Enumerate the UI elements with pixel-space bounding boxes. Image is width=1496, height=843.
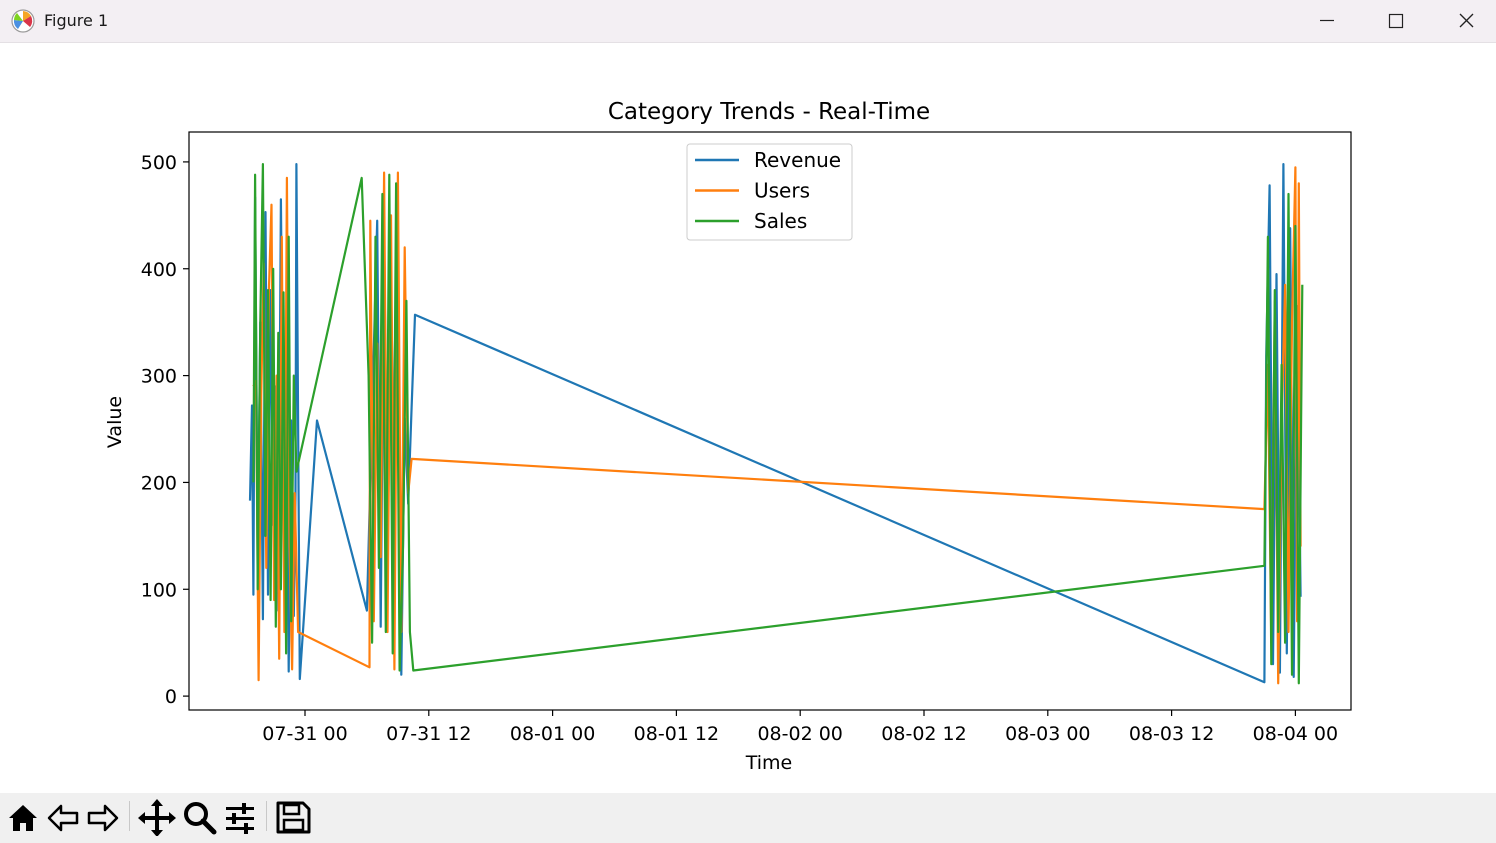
window-titlebar: Figure 1	[0, 0, 1496, 43]
legend-label-sales: Sales	[754, 209, 807, 233]
toolbar-separator	[266, 801, 267, 831]
pan-button[interactable]	[137, 796, 177, 836]
series-line-sales	[252, 162, 1304, 685]
y-tick-label: 500	[141, 152, 177, 174]
x-tick-label: 07-31 12	[386, 723, 471, 745]
x-tick-label: 08-02 12	[881, 723, 966, 745]
maximize-icon	[1388, 13, 1404, 29]
arrow-left-icon	[47, 804, 79, 832]
navigation-toolbar	[0, 793, 1496, 843]
y-tick-label: 400	[141, 259, 177, 281]
y-tick-label: 100	[141, 579, 177, 601]
legend-label-revenue: Revenue	[754, 148, 841, 172]
legend-frame	[686, 143, 853, 241]
y-tick-label: 300	[141, 366, 177, 388]
home-icon	[9, 805, 37, 831]
minimize-button[interactable]	[1292, 0, 1362, 42]
y-tick-label: 200	[141, 472, 177, 494]
arrow-right-icon	[87, 804, 119, 832]
legend: Revenue Users Sales	[686, 143, 853, 241]
maximize-button[interactable]	[1361, 0, 1431, 42]
zoom-button[interactable]	[179, 796, 219, 836]
x-tick-label: 08-02 00	[757, 723, 842, 745]
x-tick-label: 08-03 00	[1005, 723, 1090, 745]
forward-button[interactable]	[83, 796, 123, 836]
figure-canvas[interactable]: 0 100 200 300 400 500 07-31 00 07-31 12 08-01 0…	[0, 43, 1496, 793]
x-tick-label: 08-01 00	[510, 723, 595, 745]
home-button[interactable]	[3, 796, 43, 836]
move-icon	[138, 799, 176, 836]
x-axis-label: Time	[745, 752, 793, 774]
y-axis-ticks: 0 100 200 300 400 500	[141, 152, 189, 708]
toolbar-separator	[129, 801, 130, 831]
x-tick-label: 08-03 12	[1129, 723, 1214, 745]
matplotlib-logo-icon[interactable]	[10, 8, 36, 34]
sliders-icon	[226, 803, 254, 834]
legend-label-users: Users	[754, 179, 810, 203]
x-tick-label: 08-01 12	[634, 723, 719, 745]
y-axis-label: Value	[104, 396, 126, 448]
close-button[interactable]	[1431, 0, 1496, 42]
line-chart: 0 100 200 300 400 500 07-31 00 07-31 12 08-01 0…	[104, 99, 1352, 774]
plot-series	[248, 162, 1304, 685]
x-tick-label: 08-04 00	[1253, 723, 1338, 745]
save-button[interactable]	[273, 796, 313, 836]
x-axis-ticks: 07-31 00 07-31 12 08-01 00 08-01 12 08-02 00…	[262, 710, 1338, 745]
axes-frame	[188, 131, 1352, 711]
close-icon	[1459, 13, 1474, 28]
window-title: Figure 1	[44, 11, 109, 30]
configure-subplots-button[interactable]	[220, 796, 260, 836]
floppy-disk-icon	[276, 801, 311, 834]
magnifier-icon	[184, 802, 217, 835]
x-tick-label: 07-31 00	[262, 723, 347, 745]
chart-title: Category Trends - Real-Time	[608, 99, 930, 125]
back-button[interactable]	[43, 796, 83, 836]
y-tick-label: 0	[165, 686, 177, 708]
